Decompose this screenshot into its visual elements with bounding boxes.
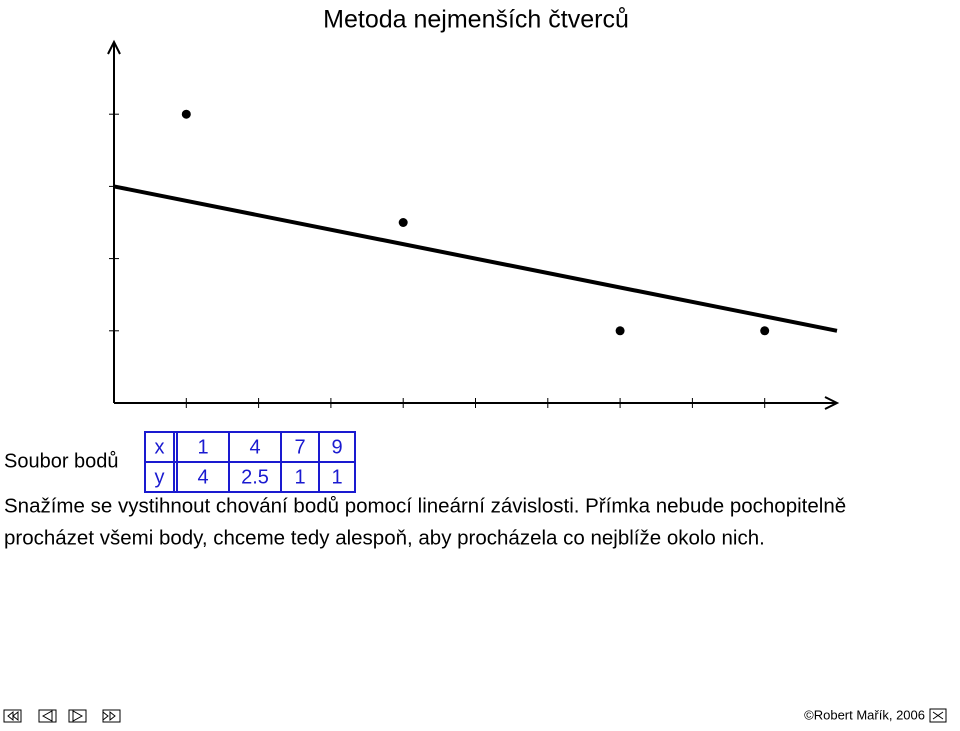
table-cell: 2.5 (241, 466, 269, 488)
footer: ©Robert Mařík, 2006 (804, 707, 925, 722)
nav-last[interactable] (102, 709, 121, 723)
slide-title: Metoda nejmenších čtverců (323, 6, 629, 34)
nav-next[interactable] (68, 709, 87, 723)
nav-first[interactable] (3, 709, 22, 723)
nav-next-icon (72, 710, 84, 722)
nav-first-icon (7, 710, 19, 722)
nav-close[interactable] (929, 708, 947, 723)
nav-close-icon (932, 711, 944, 720)
table-row-label: x (155, 436, 165, 458)
fit-line (113, 184, 838, 333)
table-cell: 1 (197, 436, 208, 458)
table-caption: Soubor bodů (4, 450, 119, 472)
nav-prev-icon (41, 710, 53, 722)
y-axis-arrow (107, 39, 121, 55)
point (760, 326, 770, 336)
table-cell: 7 (294, 436, 305, 458)
table-cell: 4 (197, 466, 208, 488)
table-row-label: y (155, 466, 165, 488)
x-axis-arrow (824, 396, 840, 410)
table-cell: 9 (331, 436, 342, 458)
table-cell: 1 (294, 466, 305, 488)
point (181, 109, 191, 119)
paragraph-line: Snažíme se vystihnout chování bodů pomoc… (4, 494, 846, 517)
table-cell: 4 (249, 436, 260, 458)
table-cell: 1 (331, 466, 342, 488)
point (398, 218, 408, 227)
nav-last-icon (102, 710, 116, 722)
nav-prev[interactable] (38, 709, 57, 723)
point (615, 326, 625, 336)
paragraph-line: procházet všemi body, chceme tedy alespo… (4, 526, 765, 549)
navigation (3, 708, 947, 723)
